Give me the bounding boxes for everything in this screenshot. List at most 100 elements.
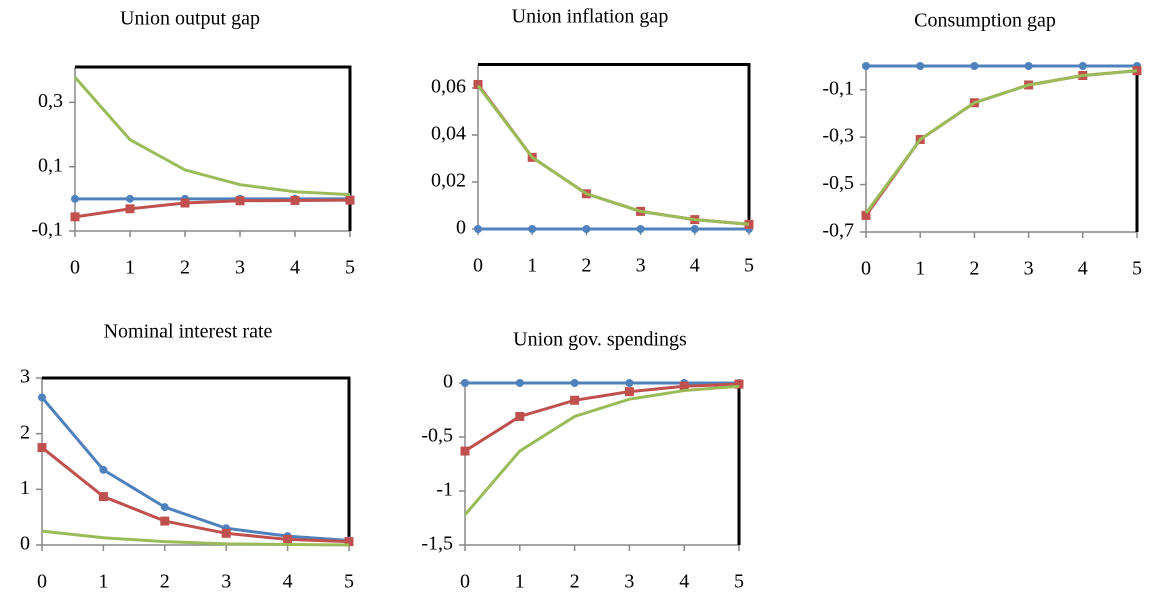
- point: [515, 379, 524, 387]
- y-tick-label: 2: [20, 421, 30, 443]
- x-tick-label: 4: [290, 257, 300, 279]
- point: [625, 379, 634, 387]
- y-tick-label: 0: [443, 371, 453, 393]
- y-tick-label: -1,5: [421, 533, 453, 555]
- point: [38, 393, 46, 402]
- x-tick-label: 3: [235, 257, 245, 279]
- series-line: [476, 84, 750, 226]
- y-tick-label: 0,3: [38, 90, 63, 112]
- point: [861, 210, 871, 220]
- point: [283, 534, 293, 544]
- y-tick-label: 0: [20, 533, 30, 555]
- x-tick-label: 2: [969, 258, 979, 280]
- point: [582, 225, 591, 233]
- series-line: [73, 76, 351, 197]
- point: [679, 381, 689, 391]
- x-tick-label: 4: [283, 571, 293, 593]
- x-tick-label: 3: [221, 571, 231, 593]
- x-tick-label: 1: [125, 257, 135, 279]
- point: [99, 465, 108, 474]
- x-tick-label: 2: [570, 571, 580, 593]
- x-tick-label: 5: [1132, 258, 1142, 280]
- point: [916, 62, 925, 70]
- x-tick-label: 0: [70, 257, 80, 279]
- chart-title: Nominal interest rate: [104, 321, 273, 343]
- point: [125, 204, 135, 214]
- point: [570, 379, 579, 387]
- x-tick-label: 2: [160, 571, 170, 593]
- x-tick-label: 0: [460, 571, 470, 593]
- x-tick-label: 1: [915, 258, 925, 280]
- series-line: [463, 384, 740, 516]
- x-tick-label: 1: [515, 571, 525, 593]
- point: [461, 379, 469, 387]
- y-tick-label: -0,5: [421, 425, 453, 447]
- point: [636, 225, 645, 233]
- point: [290, 195, 300, 205]
- chart-title: Consumption gap: [914, 10, 1056, 32]
- y-tick-label: -0,7: [822, 220, 854, 242]
- point: [37, 443, 47, 453]
- chart-title: Union gov. spendings: [513, 329, 687, 351]
- point: [474, 225, 482, 233]
- point: [235, 196, 245, 206]
- series-line: [40, 396, 350, 543]
- point: [970, 62, 979, 70]
- x-tick-label: 5: [734, 571, 744, 593]
- x-tick-label: 5: [344, 571, 354, 593]
- point: [98, 492, 108, 502]
- y-tick-label: 0,1: [38, 154, 63, 176]
- point: [624, 387, 634, 397]
- point: [160, 503, 169, 512]
- series-line: [41, 446, 350, 544]
- x-tick-label: 0: [861, 258, 871, 280]
- point: [460, 446, 470, 456]
- point: [70, 212, 80, 222]
- x-tick-label: 4: [690, 255, 700, 277]
- point: [862, 62, 870, 70]
- point: [515, 411, 525, 421]
- x-tick-label: 5: [744, 255, 754, 277]
- y-tick-label: 0,04: [431, 123, 466, 145]
- point: [160, 516, 170, 526]
- point: [221, 528, 231, 538]
- series-line: [464, 382, 740, 453]
- y-tick-label: -0,1: [822, 77, 854, 99]
- x-tick-label: 3: [624, 571, 634, 593]
- series-line: [74, 198, 351, 219]
- point: [528, 225, 537, 233]
- chart-title: Union inflation gap: [512, 6, 669, 28]
- y-tick-label: 0,06: [431, 76, 466, 98]
- series-line: [864, 69, 1138, 214]
- y-tick-label: -0,1: [31, 219, 63, 241]
- y-tick-label: 1: [20, 477, 30, 499]
- x-tick-label: 1: [98, 571, 108, 593]
- point: [1078, 62, 1087, 70]
- x-tick-label: 2: [581, 255, 591, 277]
- y-tick-label: -1: [436, 479, 453, 501]
- x-tick-label: 3: [636, 255, 646, 277]
- x-tick-label: 2: [180, 257, 190, 279]
- y-tick-label: -0,5: [822, 172, 854, 194]
- y-tick-label: 0: [456, 217, 466, 239]
- point: [1024, 62, 1033, 70]
- point: [690, 225, 699, 233]
- point: [126, 194, 134, 203]
- x-tick-label: 3: [1024, 258, 1034, 280]
- x-tick-label: 4: [1078, 258, 1088, 280]
- x-tick-label: 1: [527, 255, 537, 277]
- point: [71, 194, 79, 203]
- series-line: [41, 529, 350, 547]
- point: [180, 198, 190, 208]
- point: [344, 537, 354, 547]
- x-tick-label: 4: [679, 571, 689, 593]
- point: [473, 79, 483, 89]
- y-tick-label: 0,02: [431, 170, 466, 192]
- x-tick-label: 0: [37, 571, 47, 593]
- y-tick-label: -0,3: [822, 125, 854, 147]
- point: [570, 395, 580, 405]
- point: [734, 379, 744, 389]
- y-tick-label: 3: [20, 366, 30, 388]
